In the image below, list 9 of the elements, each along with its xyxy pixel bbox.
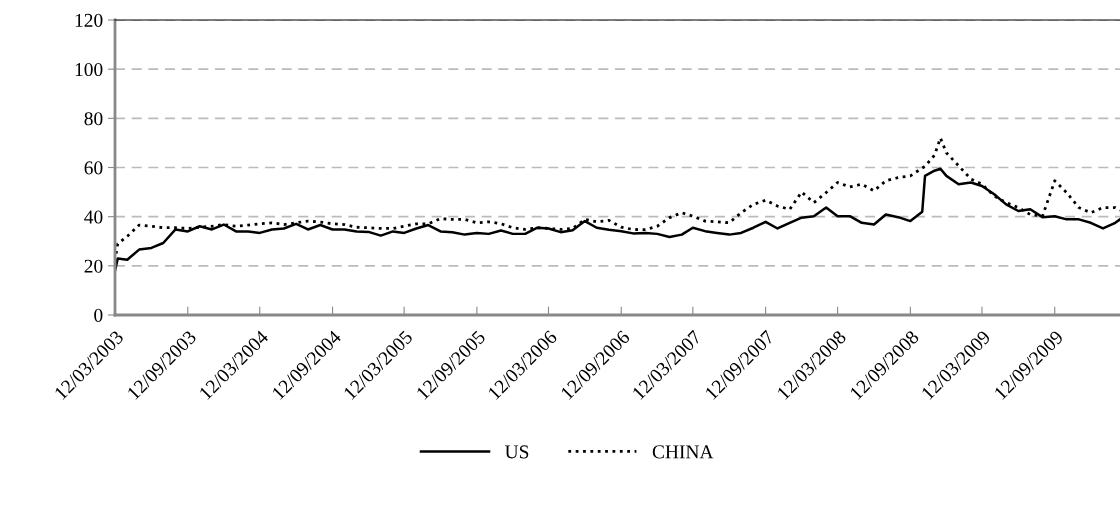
y-tick-label: 20 (84, 259, 103, 273)
y-tick-label: 80 (84, 112, 103, 126)
y-tick-label: 0 (94, 308, 103, 322)
legend-label: CHINA (652, 445, 714, 459)
y-tick-label: 100 (75, 62, 103, 77)
y-tick-label: 120 (75, 13, 103, 27)
legend-label: US (505, 445, 529, 459)
y-tick-label: 60 (84, 161, 103, 175)
y-tick-label: 40 (84, 210, 103, 224)
